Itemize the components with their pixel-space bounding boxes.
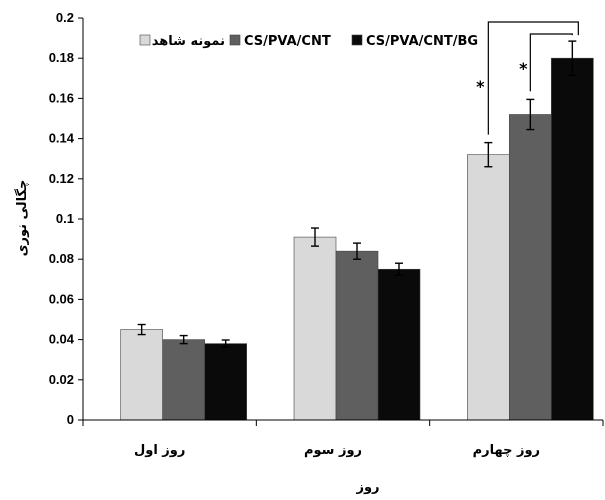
significance-marker: * — [476, 77, 485, 96]
bars — [120, 40, 594, 421]
y-tick-label: 0.06 — [49, 291, 74, 306]
bar — [335, 250, 379, 421]
legend-label: CS/PVA/CNT/BG — [366, 34, 478, 49]
significance-brackets: ** — [476, 21, 579, 135]
significance-marker: * — [519, 59, 528, 78]
x-category-label: روز اول — [134, 443, 185, 458]
legend-swatch — [229, 34, 241, 46]
legend-label: CS/PVA/CNT — [244, 34, 331, 49]
significance-bracket — [487, 21, 579, 135]
bar — [377, 268, 421, 421]
y-axis: 0 0.02 0.04 0.06 0.08 0.1 0.12 0.14 0.16 0.18 0.2 — [49, 10, 84, 427]
legend-swatch — [351, 34, 363, 46]
x-axis-label: روز — [355, 480, 379, 495]
bar — [162, 339, 205, 421]
x-category-label: روز سوم — [304, 443, 362, 458]
x-axis: روز اول روز سوم روز چهارم — [82, 419, 604, 458]
bar — [509, 114, 552, 421]
y-tick-label: 0.14 — [49, 131, 75, 146]
bar — [551, 57, 594, 421]
y-tick-label: 0.12 — [49, 171, 74, 186]
y-tick-label: 0 — [67, 412, 74, 427]
y-tick-label: 0.08 — [49, 251, 74, 266]
legend-label: نمونه شاهد — [152, 34, 225, 49]
bar — [467, 154, 510, 421]
x-category-label: روز چهارم — [473, 443, 540, 458]
y-tick-label: 0.2 — [56, 10, 74, 25]
y-tick-label: 0.1 — [56, 211, 74, 226]
bar — [204, 343, 247, 421]
legend-swatch — [139, 34, 151, 46]
y-tick-label: 0.04 — [49, 332, 75, 347]
y-tick-label: 0.02 — [49, 372, 74, 387]
legend: نمونه شاهد CS/PVA/CNT CS/PVA/CNT/BG — [139, 34, 478, 49]
y-axis-label: چگالی نوری — [14, 180, 30, 257]
y-tick-label: 0.16 — [49, 90, 74, 105]
bar — [120, 329, 163, 421]
y-tick-label: 0.18 — [49, 50, 74, 65]
significance-bracket — [529, 33, 573, 92]
bar — [293, 236, 337, 421]
